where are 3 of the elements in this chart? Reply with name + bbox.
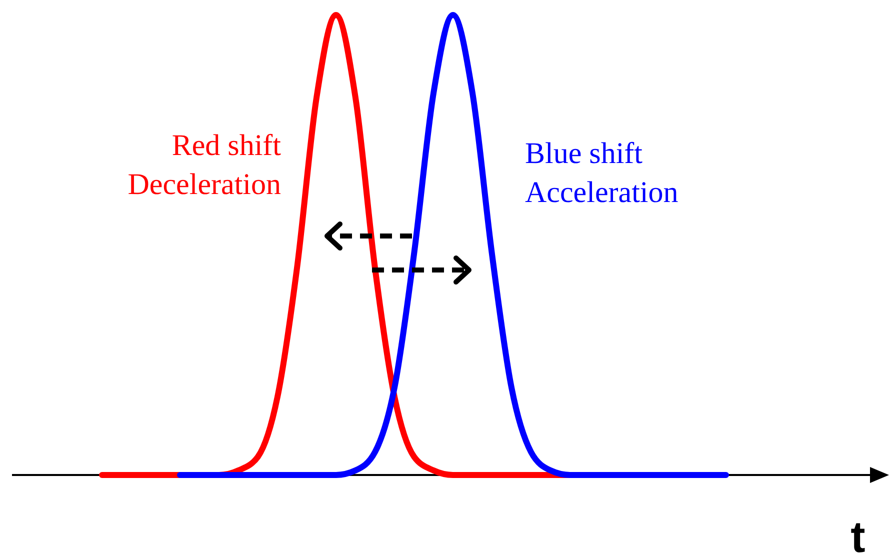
x-axis-title: t bbox=[850, 513, 866, 559]
series-label: Red shift Deceleration bbox=[128, 129, 282, 201]
series-label: Blue shift Acceleration bbox=[525, 137, 678, 209]
